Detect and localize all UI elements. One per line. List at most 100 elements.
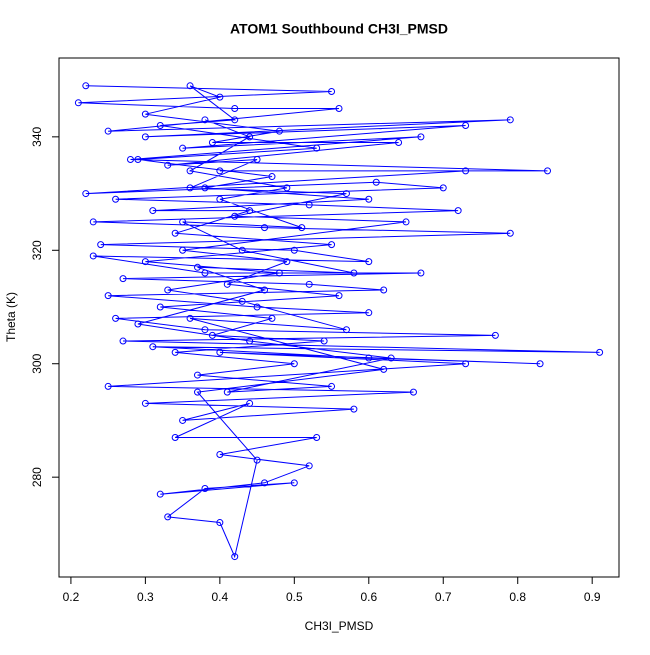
x-tick-label: 0.4 [212, 590, 229, 604]
data-point [246, 399, 254, 407]
data-point [82, 190, 90, 198]
x-tick-label: 0.8 [509, 590, 526, 604]
data-point [223, 388, 231, 396]
data-point [506, 229, 514, 237]
data-point [462, 167, 470, 175]
data-point [350, 405, 358, 413]
data-point [194, 371, 202, 379]
data-point [402, 218, 410, 226]
data-point [305, 462, 313, 470]
data-point [268, 173, 276, 181]
data-point [298, 224, 306, 232]
data-point [216, 167, 224, 175]
data-point [112, 314, 120, 322]
data-point [216, 348, 224, 356]
data-point [231, 116, 239, 124]
data-point [290, 360, 298, 368]
data-point [283, 184, 291, 192]
data-point [201, 116, 209, 124]
data-point [365, 195, 373, 203]
data-point [342, 190, 350, 198]
data-point [238, 297, 246, 305]
data-point [179, 416, 187, 424]
data-point [156, 303, 164, 311]
data-point [380, 286, 388, 294]
data-point [74, 99, 82, 107]
data-point [454, 207, 462, 215]
data-point [89, 252, 97, 260]
data-point [261, 286, 269, 294]
data-point [179, 246, 187, 254]
data-point [141, 110, 149, 118]
data-point [164, 161, 172, 169]
data-point [253, 303, 261, 311]
data-point [171, 229, 179, 237]
data-point [409, 388, 417, 396]
data-point [506, 116, 514, 124]
data-point [112, 195, 120, 203]
data-point [491, 331, 499, 339]
data-point [387, 354, 395, 362]
data-point [305, 201, 313, 209]
data-point [216, 450, 224, 458]
data-point [156, 121, 164, 129]
data-point [149, 207, 157, 215]
x-tick-label: 0.2 [63, 590, 80, 604]
y-tick-label: 320 [30, 240, 44, 260]
data-point [335, 292, 343, 300]
data-point [201, 326, 209, 334]
data-point [104, 382, 112, 390]
data-point [186, 82, 194, 90]
data-point [328, 382, 336, 390]
data-point [328, 241, 336, 249]
x-tick-label: 0.9 [584, 590, 601, 604]
data-point [141, 133, 149, 141]
data-point [126, 156, 134, 164]
data-point [89, 218, 97, 226]
data-point [275, 269, 283, 277]
data-point [179, 144, 187, 152]
data-point [417, 269, 425, 277]
data-point [313, 144, 321, 152]
data-point [365, 309, 373, 317]
x-tick-label: 0.6 [360, 590, 377, 604]
data-point [216, 93, 224, 101]
data-point [342, 326, 350, 334]
data-point [372, 178, 380, 186]
data-point [231, 553, 239, 561]
data-point [462, 360, 470, 368]
data-point [179, 218, 187, 226]
data-point [134, 320, 142, 328]
y-tick-label: 340 [30, 127, 44, 147]
data-point [134, 156, 142, 164]
data-point [335, 104, 343, 112]
data-point [156, 490, 164, 498]
data-point [261, 479, 269, 487]
data-point [380, 365, 388, 373]
data-point [104, 292, 112, 300]
data-point [261, 224, 269, 232]
data-point [328, 87, 336, 95]
x-axis-label: CH3I_PMSD [305, 619, 374, 633]
data-point [201, 269, 209, 277]
data-point [238, 246, 246, 254]
data-point [544, 167, 552, 175]
data-point [246, 337, 254, 345]
data-point [208, 331, 216, 339]
data-point [186, 314, 194, 322]
data-point [82, 82, 90, 90]
data-point [536, 360, 544, 368]
y-tick-label: 300 [30, 353, 44, 373]
data-point [253, 156, 261, 164]
data-point [141, 258, 149, 266]
chart-title: ATOM1 Southbound CH3I_PMSD [230, 21, 448, 37]
data-point [283, 258, 291, 266]
data-point [350, 269, 358, 277]
y-tick-label: 280 [30, 467, 44, 487]
data-point [439, 184, 447, 192]
data-point [216, 519, 224, 527]
data-point [216, 195, 224, 203]
data-point [194, 263, 202, 271]
data-point [290, 246, 298, 254]
